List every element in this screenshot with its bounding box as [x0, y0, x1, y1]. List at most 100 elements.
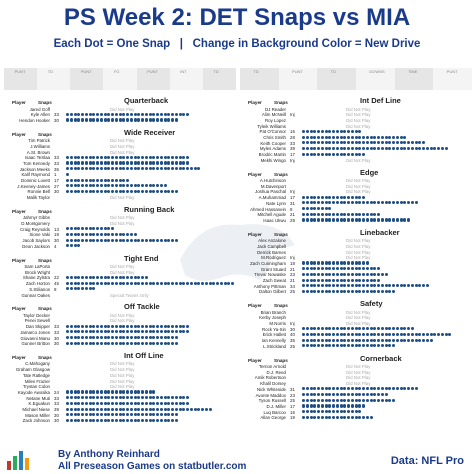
offense-drive-label: PUNT: [147, 69, 159, 74]
offense-player-name: Ronnie Bell: [27, 189, 50, 195]
defense-snap-dots: [302, 272, 470, 278]
snap-dot: [126, 341, 130, 345]
snap-dot: [339, 212, 343, 216]
snap-dot: [328, 141, 332, 145]
snap-dot: [395, 284, 399, 288]
defense-drive-segment: PUNT: [433, 68, 472, 90]
snap-dot: [324, 415, 328, 419]
defense-injury-note: Inj: [290, 189, 295, 195]
snap-dot: [73, 390, 77, 394]
snap-dot: [414, 332, 418, 337]
offense-drive-label: FG: [113, 69, 120, 74]
snap-dot: [309, 404, 313, 408]
snap-dot: [350, 201, 354, 205]
snap-dot: [159, 281, 163, 285]
snap-dot: [114, 118, 118, 122]
snap-dot: [182, 401, 186, 405]
snap-dot: [118, 336, 122, 340]
snap-dot: [343, 393, 347, 397]
snap-dot: [129, 118, 133, 122]
snap-dot: [343, 404, 347, 408]
snap-dot: [103, 275, 107, 280]
snap-dot: [186, 281, 190, 285]
snap-dot: [317, 261, 321, 265]
snap-dot: [320, 212, 324, 216]
snap-dot: [335, 387, 339, 391]
snap-dot: [302, 146, 306, 151]
defense-did-not-play: Did Not Play: [346, 369, 371, 375]
snap-dot: [373, 201, 377, 205]
snap-dot: [84, 118, 88, 122]
snap-dot: [84, 161, 88, 165]
snap-dot: [358, 404, 362, 408]
snap-dot: [384, 338, 388, 342]
offense-drive-segment: TD: [37, 68, 71, 90]
snap-dot: [159, 161, 163, 165]
snap-dot: [339, 201, 343, 205]
snap-dot: [332, 393, 336, 397]
snap-dot: [309, 289, 313, 294]
snap-dot: [77, 287, 81, 291]
snap-dot: [159, 341, 163, 345]
offense-player-snaps: 30: [54, 117, 59, 123]
defense-player-name: Mekhi Wingo: [260, 157, 286, 163]
offense-group-title: Running Back: [124, 204, 175, 214]
snap-dot: [69, 238, 73, 242]
snap-dot: [99, 189, 103, 194]
snap-dot: [167, 418, 171, 423]
snap-dot: [347, 141, 351, 145]
snap-dot: [167, 281, 171, 285]
snap-dot: [133, 281, 137, 285]
snap-dot: [339, 338, 343, 342]
offense-player-name: Dominic Lovett: [20, 178, 50, 183]
snap-dot: [77, 238, 81, 242]
snap-dot: [309, 195, 313, 199]
snap-dot: [328, 261, 332, 265]
snap-dot: [384, 327, 388, 331]
defense-group-title: Int Def Line: [360, 96, 401, 105]
snap-dot: [66, 341, 70, 345]
snap-dot: [144, 407, 148, 411]
snap-dot: [309, 284, 313, 288]
snap-dot: [332, 152, 336, 156]
snap-dot: [422, 284, 426, 288]
snap-dot: [339, 278, 343, 282]
snap-dot: [66, 281, 70, 285]
snap-dot: [159, 189, 163, 194]
snap-dot: [343, 278, 347, 282]
defense-snap-dots: [302, 344, 470, 349]
snap-dot: [99, 418, 103, 423]
snap-dot: [339, 272, 343, 276]
snap-dot: [107, 112, 111, 116]
snap-dot: [126, 324, 130, 328]
snap-dot: [350, 195, 354, 199]
snap-dot: [317, 135, 321, 139]
snap-dot: [332, 387, 336, 391]
snap-dot: [133, 396, 137, 400]
defense-drive-bar: TD PUNT TD DOWNS TIME PUNT: [240, 68, 472, 90]
snap-dot: [302, 344, 306, 348]
snap-dot: [309, 129, 313, 133]
snap-dot: [118, 238, 122, 242]
snap-dot: [152, 336, 156, 340]
snap-dot: [320, 410, 324, 414]
snap-dot: [309, 327, 313, 331]
offense-snap-dots: [66, 189, 234, 195]
snap-dot: [418, 284, 422, 288]
snap-dot: [69, 287, 73, 291]
offense-drive-label: TD: [47, 69, 54, 74]
offense-player-snaps: 27: [54, 183, 59, 189]
offense-player-name: Graham Glasgow: [15, 367, 50, 373]
snap-dot: [174, 401, 178, 405]
snap-dot: [392, 332, 396, 337]
snap-dot: [317, 278, 321, 282]
snap-dot: [84, 324, 88, 328]
snap-dot: [167, 336, 171, 340]
snap-dot: [107, 281, 111, 285]
snap-dot: [354, 327, 358, 331]
snap-dot: [88, 184, 92, 188]
defense-did-not-play: Did Not Play: [346, 106, 371, 112]
snap-dot: [347, 344, 351, 348]
offense-group-title: Int Off Line: [124, 350, 164, 360]
snap-dot: [129, 413, 133, 417]
